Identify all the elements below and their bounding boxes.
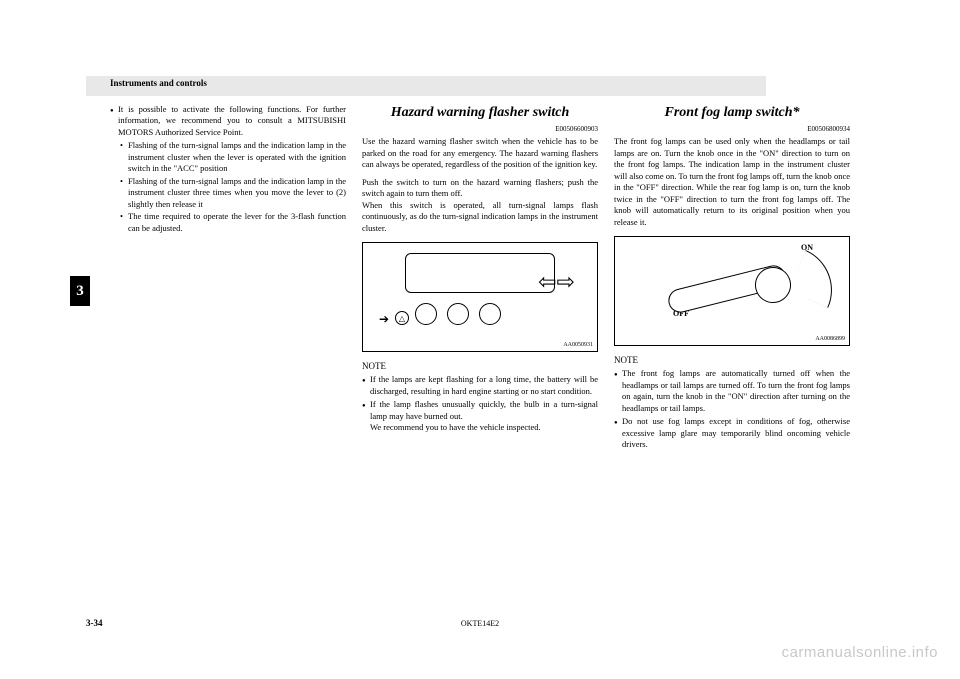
- body-text: Use the hazard warning flasher switch wh…: [362, 136, 598, 170]
- figure-ref: AA0086899: [815, 335, 845, 343]
- reference-code: E00506600903: [362, 125, 598, 134]
- list-item: Flashing of the turn-signal lamps and th…: [120, 176, 346, 210]
- bullet-icon: [362, 399, 370, 433]
- body-text: When this switch is operated, all turn-s…: [362, 200, 598, 234]
- body-text: The time required to operate the lever f…: [128, 211, 346, 234]
- list-item: The front fog lamps are automatically tu…: [614, 368, 850, 414]
- column-2: Hazard warning flasher switch E005066009…: [362, 104, 598, 453]
- list-item: Flashing of the turn-signal lamps and th…: [120, 140, 346, 174]
- heading: Front fog lamp switch*: [614, 104, 850, 123]
- body-text: Flashing of the turn-signal lamps and th…: [128, 140, 346, 174]
- bullet-icon: [614, 368, 622, 414]
- column-1: It is possible to activate the following…: [110, 104, 346, 453]
- bullet-icon: [614, 416, 622, 450]
- dashboard-outline: [405, 253, 555, 293]
- note-label: NOTE: [614, 354, 850, 366]
- turn-signal-icon: ⇦⇨: [538, 271, 575, 293]
- body-text: Flashing of the turn-signal lamps and th…: [128, 176, 346, 210]
- body-text: If the lamps are kept flashing for a lon…: [370, 374, 598, 397]
- pointer-arrow-icon: ➔: [379, 311, 389, 327]
- columns: It is possible to activate the following…: [110, 104, 850, 453]
- list-item: Do not use fog lamps except in condition…: [614, 416, 850, 450]
- dial-icon: [415, 303, 437, 325]
- fog-lamp-switch-figure: ON OFF AA0086899: [614, 236, 850, 346]
- note-label: NOTE: [362, 360, 598, 372]
- list-item: The time required to operate the lever f…: [120, 211, 346, 234]
- chapter-tab: 3: [70, 276, 90, 306]
- body-text: It is possible to activate the following…: [118, 104, 346, 138]
- column-3: Front fog lamp switch* E00506800934 The …: [614, 104, 850, 453]
- body-text: We recommend you to have the vehicle ins…: [370, 422, 541, 432]
- body-text: If the lamp flashes unusually quickly, t…: [370, 399, 598, 420]
- body-text: If the lamp flashes unusually quickly, t…: [370, 399, 598, 433]
- hazard-switch-figure: ⇦⇨ ➔ △ AA0050931: [362, 242, 598, 352]
- reference-code: E00506800934: [614, 125, 850, 134]
- bullet-icon: [110, 104, 118, 138]
- rotation-arrow-icon: [788, 250, 846, 308]
- document-code: OKTE14E2: [461, 619, 499, 628]
- bullet-icon: [120, 176, 128, 210]
- dial-icon: [447, 303, 469, 325]
- hazard-triangle-icon: △: [395, 311, 409, 325]
- page-number: 3-34: [86, 618, 103, 628]
- body-text: The front fog lamps are automatically tu…: [622, 368, 850, 414]
- figure-ref: AA0050931: [563, 341, 593, 349]
- body-text: Do not use fog lamps except in condition…: [622, 416, 850, 450]
- bullet-icon: [120, 211, 128, 234]
- list-item: It is possible to activate the following…: [110, 104, 346, 138]
- body-text: The front fog lamps can be used only whe…: [614, 136, 850, 228]
- section-title: Instruments and controls: [110, 78, 207, 88]
- watermark: carmanualsonline.info: [782, 644, 938, 661]
- list-item: If the lamp flashes unusually quickly, t…: [362, 399, 598, 433]
- dial-icon: [479, 303, 501, 325]
- list-item: If the lamps are kept flashing for a lon…: [362, 374, 598, 397]
- bullet-icon: [362, 374, 370, 397]
- heading: Hazard warning flasher switch: [362, 104, 598, 123]
- manual-page: Instruments and controls 3 It is possibl…: [110, 86, 850, 606]
- bullet-icon: [120, 140, 128, 174]
- lever-illustration: [655, 259, 785, 319]
- body-text: Push the switch to turn on the hazard wa…: [362, 177, 598, 200]
